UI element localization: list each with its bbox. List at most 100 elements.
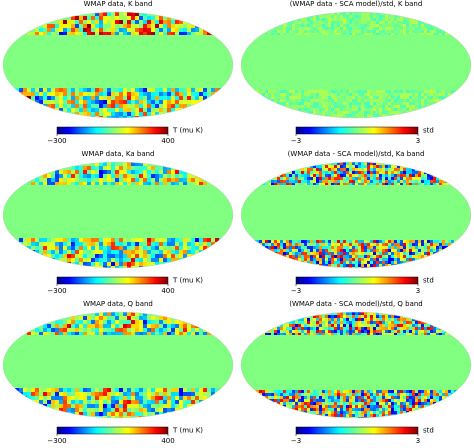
map-pixel bbox=[355, 33, 358, 36]
map-pixel bbox=[367, 21, 370, 24]
map-pixel bbox=[343, 177, 346, 180]
map-pixel bbox=[143, 108, 147, 112]
map-pixel bbox=[322, 411, 325, 414]
map-pixel bbox=[403, 33, 406, 36]
map-pixel bbox=[203, 396, 207, 400]
map-pixel bbox=[167, 24, 171, 28]
map-pixel bbox=[75, 400, 79, 404]
map-pixel bbox=[343, 246, 346, 249]
map-pixel bbox=[325, 264, 328, 267]
map-pixel bbox=[313, 165, 316, 168]
map-pixel bbox=[83, 408, 87, 412]
map-pixel bbox=[358, 93, 361, 96]
map-pixel bbox=[409, 252, 412, 255]
map-pixel bbox=[349, 396, 352, 399]
map-pixel bbox=[167, 100, 171, 104]
map-pixel bbox=[415, 252, 418, 255]
map-pixel bbox=[123, 408, 127, 412]
map-pixel bbox=[418, 30, 421, 33]
map-pixel bbox=[79, 412, 83, 416]
map-pixel bbox=[460, 390, 463, 393]
map-pixel bbox=[358, 177, 361, 180]
map-pixel bbox=[349, 105, 352, 108]
map-pixel bbox=[87, 250, 91, 254]
map-pixel bbox=[364, 171, 367, 174]
map-pixel bbox=[337, 171, 340, 174]
map-pixel bbox=[63, 258, 67, 262]
map-pixel bbox=[310, 390, 313, 393]
map-pixel bbox=[127, 324, 131, 328]
map-pixel bbox=[268, 33, 271, 36]
map-pixel bbox=[289, 405, 292, 408]
map-pixel bbox=[433, 396, 436, 399]
map-pixel bbox=[151, 412, 155, 416]
map-pixel bbox=[51, 328, 55, 332]
map-pixel bbox=[379, 243, 382, 246]
map-pixel bbox=[183, 174, 187, 178]
map-pixel bbox=[119, 96, 123, 100]
map-pixel bbox=[304, 327, 307, 330]
map-pixel bbox=[262, 333, 265, 336]
map-pixel bbox=[289, 327, 292, 330]
map-pixel bbox=[203, 246, 207, 250]
map-pixel bbox=[421, 99, 424, 102]
map-pixel bbox=[388, 99, 391, 102]
map-pixel bbox=[131, 412, 135, 416]
map-pixel bbox=[71, 332, 75, 336]
map-pixel bbox=[319, 21, 322, 24]
map-pixel bbox=[286, 324, 289, 327]
map-pixel bbox=[139, 16, 143, 20]
map-pixel bbox=[316, 105, 319, 108]
map-pixel bbox=[385, 393, 388, 396]
map-pixel bbox=[343, 264, 346, 267]
map-pixel bbox=[379, 405, 382, 408]
map-pixel bbox=[325, 405, 328, 408]
map-pixel bbox=[352, 90, 355, 93]
map-pixel bbox=[451, 90, 454, 93]
map-pixel bbox=[27, 182, 31, 186]
map-pixel bbox=[143, 242, 147, 246]
map-pixel bbox=[147, 246, 151, 250]
map-pixel bbox=[103, 316, 107, 320]
map-pixel bbox=[442, 252, 445, 255]
map-pixel bbox=[409, 243, 412, 246]
map-pixel bbox=[406, 390, 409, 393]
map-pixel bbox=[385, 117, 388, 118]
map-pixel bbox=[403, 24, 406, 27]
map-pixel bbox=[119, 28, 123, 32]
map-pixel bbox=[343, 180, 346, 183]
map-pixel bbox=[115, 108, 119, 112]
map-pixel bbox=[280, 93, 283, 96]
map-pixel bbox=[143, 166, 147, 170]
map-pixel bbox=[179, 392, 183, 396]
map-pixel bbox=[433, 33, 436, 36]
map-pixel bbox=[325, 411, 328, 414]
map-pixel bbox=[75, 246, 79, 250]
map-pixel bbox=[298, 327, 301, 330]
map-outline bbox=[2, 161, 234, 269]
map-pixel bbox=[418, 96, 421, 99]
map-pixel bbox=[379, 108, 382, 111]
map-pixel bbox=[115, 258, 119, 262]
map-pixel bbox=[328, 183, 331, 186]
map-pixel bbox=[151, 32, 155, 36]
map-pixel bbox=[35, 238, 39, 242]
map-pixel bbox=[195, 32, 199, 36]
map-pixel bbox=[103, 174, 107, 178]
map-pixel bbox=[319, 183, 322, 186]
map-pixel bbox=[379, 252, 382, 255]
map-pixel bbox=[151, 262, 155, 266]
map-pixel bbox=[199, 238, 203, 242]
map-pixel bbox=[328, 90, 331, 93]
map-pixel bbox=[292, 321, 295, 324]
map-pixel bbox=[111, 412, 115, 416]
map-pixel bbox=[337, 324, 340, 327]
map-pixel bbox=[448, 390, 451, 393]
map-pixel bbox=[87, 28, 91, 32]
map-pixel bbox=[295, 33, 298, 36]
map-pixel bbox=[391, 102, 394, 105]
map-pixel bbox=[292, 33, 295, 36]
map-pixel bbox=[319, 408, 322, 411]
map-pixel bbox=[274, 330, 277, 333]
map-pixel bbox=[349, 402, 352, 405]
